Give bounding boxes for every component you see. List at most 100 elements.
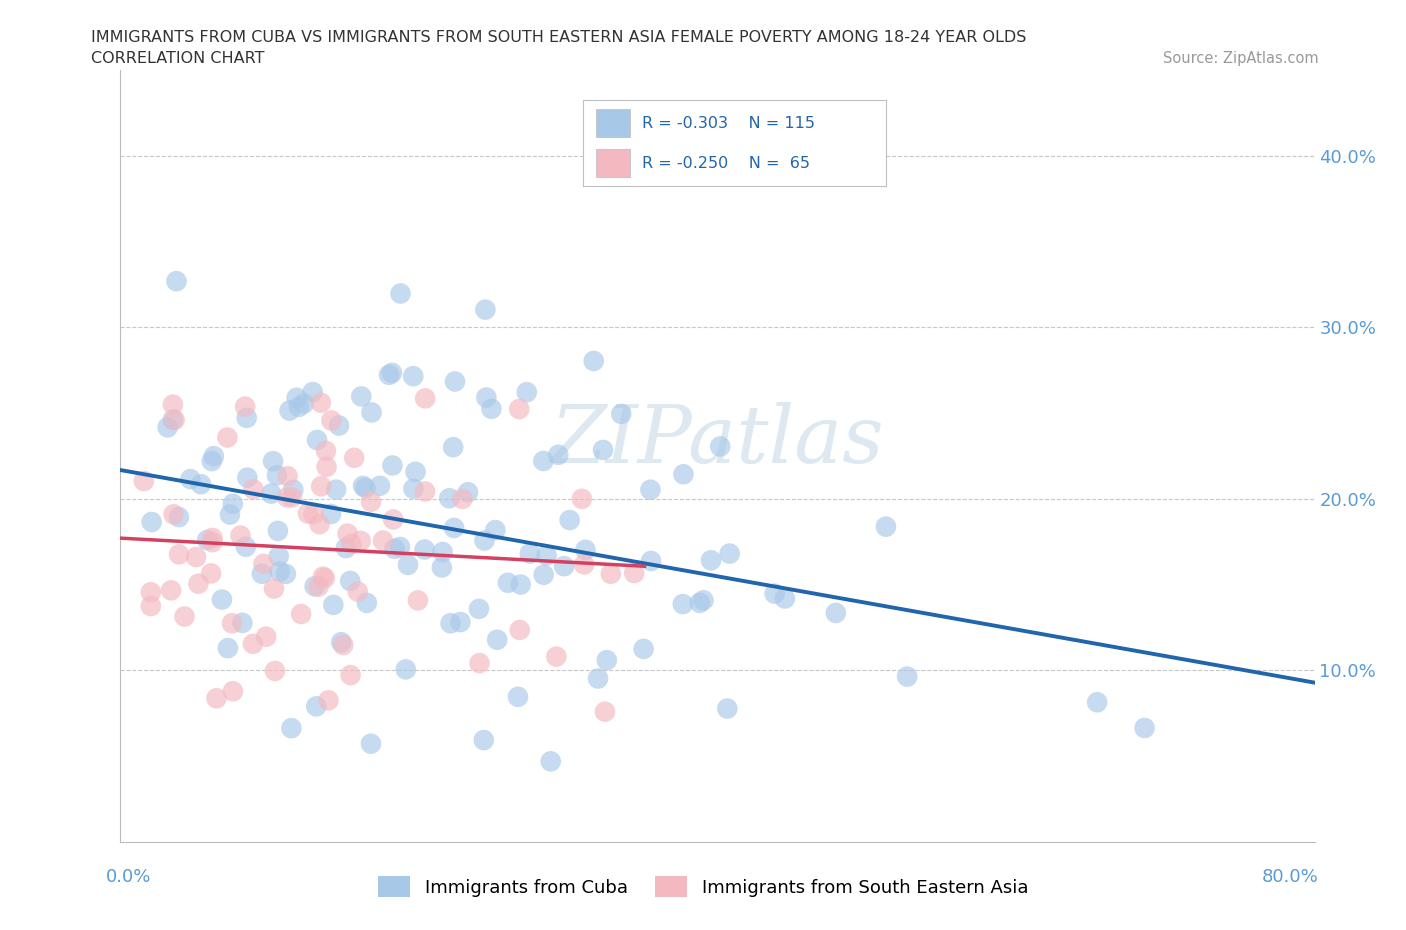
Point bbox=[640, 553, 662, 568]
Point bbox=[260, 486, 283, 501]
Point bbox=[350, 389, 373, 404]
Point bbox=[553, 559, 575, 574]
FancyBboxPatch shape bbox=[596, 149, 630, 178]
Point bbox=[269, 565, 291, 579]
Point bbox=[281, 490, 304, 505]
Point bbox=[381, 365, 404, 380]
Point bbox=[173, 609, 195, 624]
Point bbox=[236, 471, 259, 485]
Point bbox=[280, 721, 302, 736]
Point bbox=[283, 483, 305, 498]
Point bbox=[288, 400, 311, 415]
Point bbox=[413, 484, 436, 498]
Point bbox=[610, 406, 633, 421]
Text: CORRELATION CHART: CORRELATION CHART bbox=[91, 51, 264, 66]
Text: R = -0.303    N = 115: R = -0.303 N = 115 bbox=[643, 115, 815, 130]
Point bbox=[190, 477, 212, 492]
Point bbox=[1085, 695, 1108, 710]
Point bbox=[441, 440, 464, 455]
Point bbox=[509, 622, 531, 637]
Point bbox=[339, 668, 361, 683]
Point bbox=[201, 454, 224, 469]
Point bbox=[360, 494, 382, 509]
Point bbox=[506, 689, 529, 704]
Point bbox=[343, 450, 366, 465]
Point bbox=[202, 448, 225, 463]
Point bbox=[474, 533, 496, 548]
Point bbox=[219, 507, 242, 522]
Point bbox=[222, 497, 245, 512]
Point bbox=[309, 479, 332, 494]
Point bbox=[468, 602, 491, 617]
Point bbox=[572, 557, 595, 572]
Point bbox=[692, 592, 714, 607]
Point bbox=[160, 583, 183, 598]
Point bbox=[254, 630, 277, 644]
Point bbox=[139, 599, 162, 614]
Point bbox=[763, 586, 786, 601]
Point bbox=[274, 566, 297, 581]
Point bbox=[297, 506, 319, 521]
Point bbox=[592, 443, 614, 458]
Point bbox=[360, 737, 382, 751]
Point bbox=[540, 754, 562, 769]
Point bbox=[184, 550, 207, 565]
Point bbox=[221, 616, 243, 631]
Point bbox=[195, 533, 218, 548]
Point bbox=[443, 521, 465, 536]
Point bbox=[896, 669, 918, 684]
Point bbox=[222, 684, 245, 698]
Point bbox=[439, 491, 461, 506]
Point bbox=[318, 693, 340, 708]
Point bbox=[211, 592, 233, 607]
Point bbox=[263, 581, 285, 596]
Point bbox=[439, 616, 461, 631]
Point bbox=[1133, 721, 1156, 736]
Point bbox=[201, 535, 224, 550]
Point bbox=[132, 473, 155, 488]
Point bbox=[468, 656, 491, 671]
Point bbox=[285, 391, 308, 405]
Point bbox=[312, 569, 335, 584]
Point bbox=[277, 469, 299, 484]
Point bbox=[352, 479, 374, 494]
Point bbox=[141, 514, 163, 529]
Point bbox=[875, 519, 897, 534]
Point bbox=[315, 444, 337, 458]
Point bbox=[413, 542, 436, 557]
Point bbox=[405, 464, 427, 479]
Point bbox=[267, 524, 290, 538]
Point bbox=[396, 557, 419, 572]
Point bbox=[305, 432, 328, 447]
Point bbox=[187, 577, 209, 591]
Point bbox=[217, 641, 239, 656]
Point bbox=[582, 353, 605, 368]
Point bbox=[444, 374, 467, 389]
Point bbox=[382, 512, 405, 527]
Point bbox=[354, 481, 377, 496]
Point bbox=[475, 390, 498, 405]
Point bbox=[314, 571, 336, 586]
Point bbox=[200, 566, 222, 581]
Point bbox=[384, 541, 406, 556]
Point bbox=[162, 412, 184, 427]
Point bbox=[356, 595, 378, 610]
Point bbox=[166, 273, 188, 288]
Point bbox=[472, 733, 495, 748]
Text: ZIPatlas: ZIPatlas bbox=[550, 402, 884, 479]
Point bbox=[205, 691, 228, 706]
Point bbox=[640, 483, 662, 498]
Point bbox=[700, 552, 723, 567]
Point bbox=[156, 420, 179, 435]
Point bbox=[689, 595, 711, 610]
Text: IMMIGRANTS FROM CUBA VS IMMIGRANTS FROM SOUTH EASTERN ASIA FEMALE POVERTY AMONG : IMMIGRANTS FROM CUBA VS IMMIGRANTS FROM … bbox=[91, 30, 1026, 45]
Point bbox=[486, 632, 509, 647]
Point bbox=[340, 537, 363, 551]
Text: 0.0%: 0.0% bbox=[105, 868, 150, 885]
Point bbox=[406, 593, 429, 608]
Point bbox=[672, 467, 695, 482]
Point bbox=[519, 546, 541, 561]
Point bbox=[315, 459, 337, 474]
Text: 80.0%: 80.0% bbox=[1263, 868, 1319, 885]
Text: Source: ZipAtlas.com: Source: ZipAtlas.com bbox=[1163, 51, 1319, 66]
